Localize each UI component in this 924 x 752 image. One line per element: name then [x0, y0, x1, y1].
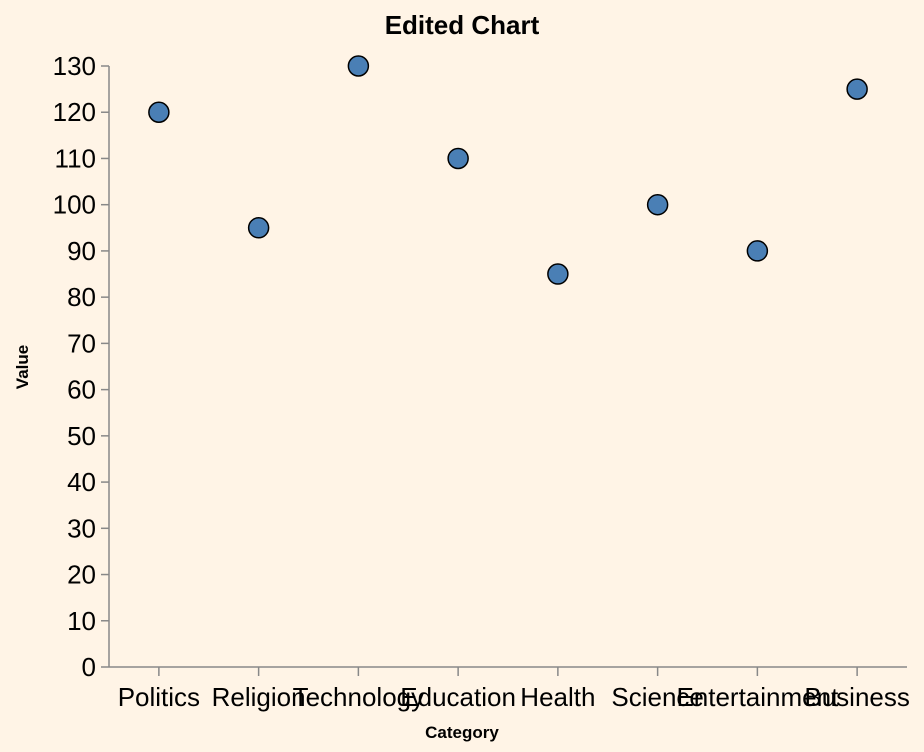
x-tick-label: Health — [520, 682, 595, 712]
y-tick-label: 10 — [67, 606, 96, 636]
y-tick-label: 80 — [67, 282, 96, 312]
y-tick-label: 20 — [67, 560, 96, 590]
data-point — [148, 101, 170, 123]
y-tick-label: 30 — [67, 513, 96, 543]
x-tick-label: Education — [400, 682, 516, 712]
data-points — [148, 55, 868, 285]
x-tick-label: Science — [611, 682, 704, 712]
y-tick-label: 110 — [55, 143, 96, 173]
x-axis-title: Category — [425, 723, 499, 742]
y-tick-label: 90 — [67, 236, 96, 266]
y-tick-label: 100 — [53, 190, 96, 220]
data-point — [247, 217, 270, 239]
y-tick-label: 120 — [53, 97, 96, 127]
data-point — [547, 263, 569, 285]
y-tick-label: 50 — [67, 421, 96, 451]
x-tick-label: Politics — [118, 682, 200, 712]
y-tick-label: 70 — [67, 328, 96, 358]
x-tick-label: Entertainment — [676, 682, 839, 712]
y-axis: 0 10 20 30 40 50 60 70 80 90 100 110 120 130 — [53, 51, 110, 682]
data-point — [347, 55, 370, 77]
data-point — [846, 78, 868, 100]
y-axis-title: Value — [13, 345, 32, 389]
data-point — [447, 147, 469, 170]
y-tick-label: 60 — [67, 375, 96, 405]
x-tick-label: Religion — [212, 682, 306, 712]
y-tick-label: 40 — [67, 467, 96, 497]
x-tick-label: Technology — [293, 682, 425, 712]
chart-title: Edited Chart — [385, 10, 540, 40]
y-tick-label: 130 — [53, 51, 96, 81]
data-point — [646, 193, 669, 216]
x-tick-label: Business — [804, 682, 910, 712]
y-tick-label: 0 — [82, 652, 96, 682]
data-point — [746, 240, 769, 262]
